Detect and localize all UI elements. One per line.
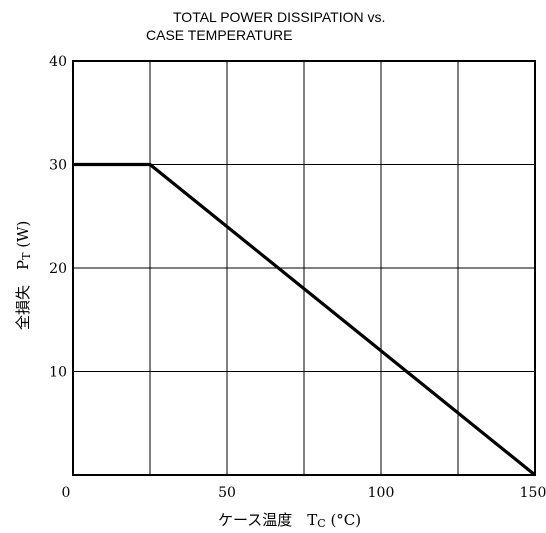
chart-title-line-2: CASE TEMPERATURE: [146, 27, 293, 43]
grid-lines: [72, 60, 536, 476]
x-tick-label-0: 0: [62, 485, 71, 501]
y-tick-label-40: 40: [49, 54, 67, 70]
x-tick-label-150: 150: [520, 485, 546, 501]
x-axis-label-sub: C: [317, 517, 325, 530]
x-tick-label-50: 50: [218, 485, 236, 501]
x-axis-label-main: ケース温度 T: [218, 511, 317, 529]
y-axis-label-main: 全損失 P: [14, 260, 32, 330]
plot-frame: [72, 60, 536, 476]
y-tick-label-10: 10: [49, 365, 67, 381]
y-tick-label-30: 30: [49, 158, 67, 174]
x-tick-labels: 0 50 100 150: [62, 485, 546, 501]
y-tick-labels: 10 20 30 40: [49, 54, 67, 381]
chart-title-line-1: TOTAL POWER DISSIPATION vs.: [173, 9, 385, 25]
y-axis-label-sub: T: [20, 252, 33, 260]
x-axis-label-unit: (°C): [326, 511, 361, 529]
y-tick-label-20: 20: [49, 261, 67, 277]
y-axis-label: 全損失 PT (W): [14, 221, 33, 330]
x-tick-label-100: 100: [368, 485, 395, 501]
series-layer: [73, 162, 537, 477]
y-axis-label-unit: (W): [14, 221, 32, 253]
series-line-0: [73, 162, 537, 477]
x-axis-label: ケース温度 TC (°C): [218, 511, 361, 530]
